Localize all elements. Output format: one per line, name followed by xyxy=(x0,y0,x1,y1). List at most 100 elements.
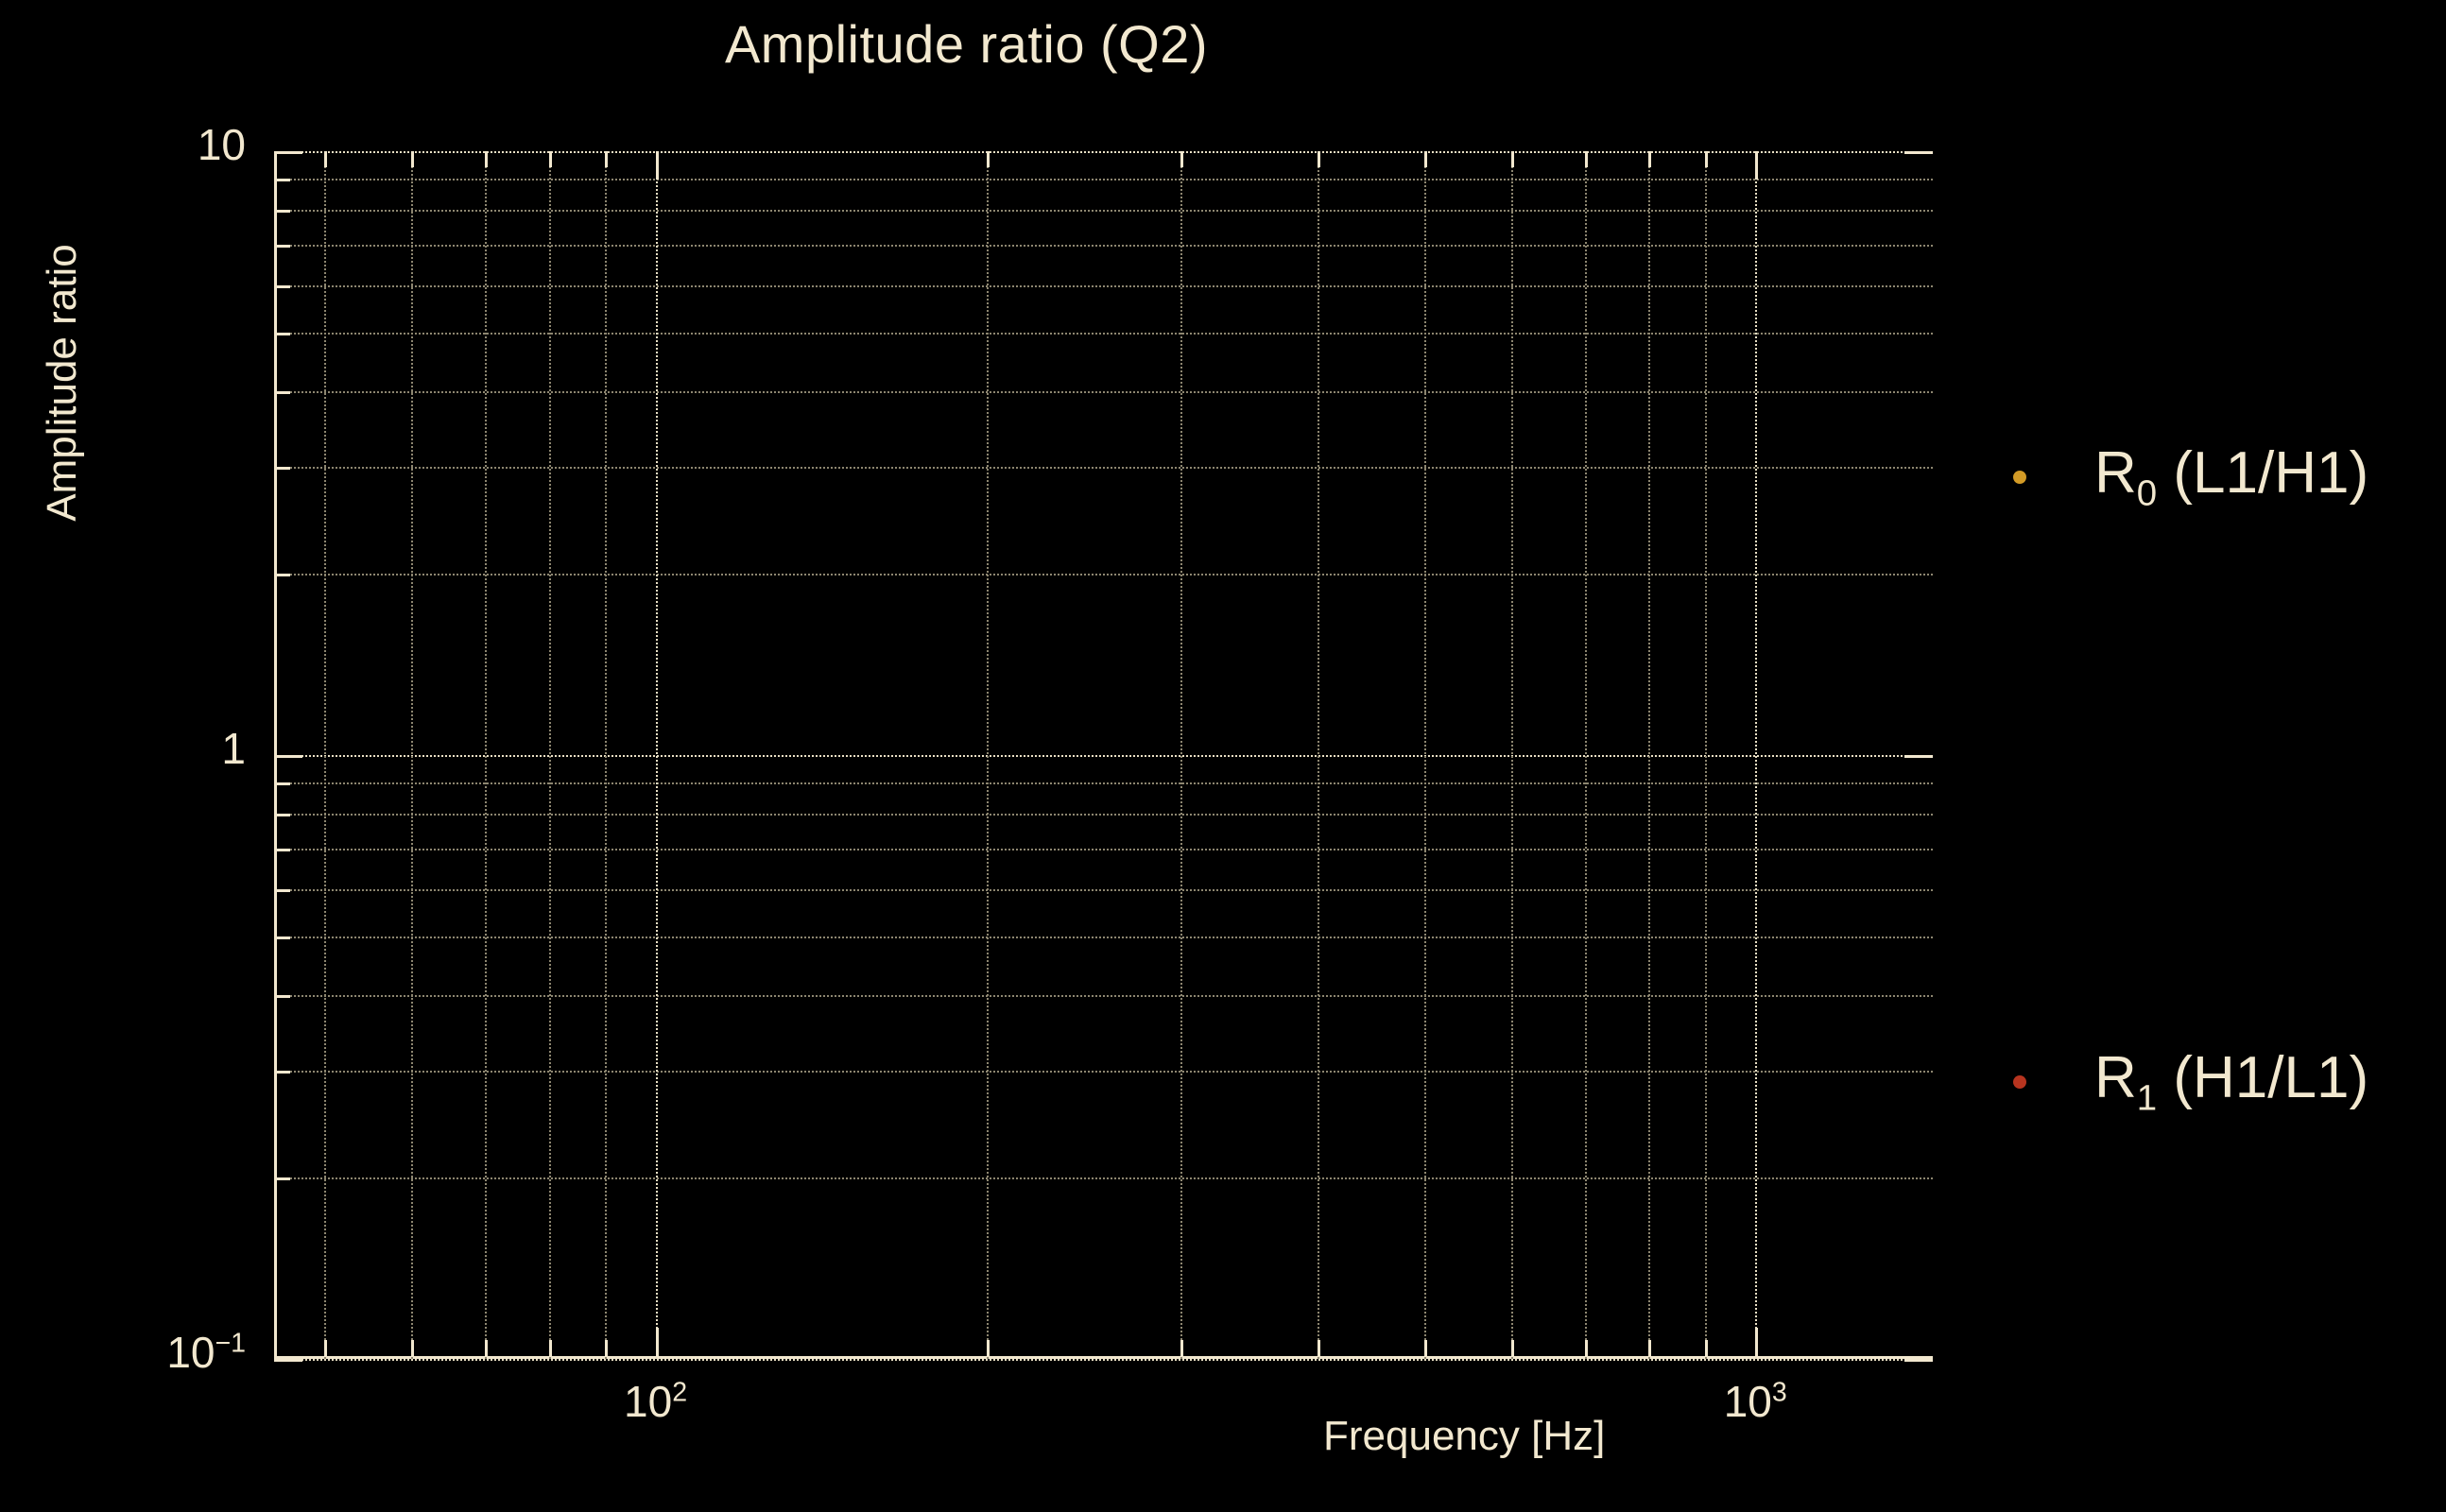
x-tick xyxy=(485,1340,489,1356)
grid-line-v-minor xyxy=(1704,151,1707,1359)
grid-line-v-minor xyxy=(411,151,414,1359)
legend-item-label: R1 (H1/L1) xyxy=(2094,1045,2369,1119)
y-tick xyxy=(274,244,290,248)
legend-item-label: R0 (L1/H1) xyxy=(2094,440,2369,514)
x-tick xyxy=(605,1340,609,1356)
x-tick xyxy=(1648,1340,1652,1356)
x-tick xyxy=(548,1340,552,1356)
grid-line-h-minor xyxy=(274,995,1933,998)
y-tick xyxy=(274,209,290,213)
y-tick xyxy=(274,573,290,576)
x-tick-top xyxy=(411,151,415,167)
y-tick-right xyxy=(1904,755,1933,758)
grid-line-v-minor xyxy=(1318,151,1320,1359)
grid-line-v-major xyxy=(655,151,658,1359)
x-tick-top xyxy=(605,151,609,167)
x-tick-top xyxy=(1511,151,1515,167)
x-tick xyxy=(1755,1328,1759,1356)
y-tick xyxy=(274,813,290,816)
legend-item-r1[interactable]: R1 (H1/L1) xyxy=(2013,1044,2368,1119)
x-tick xyxy=(324,1340,328,1356)
x-axis-title: Frequency [Hz] xyxy=(1323,1413,1606,1459)
grid-line-h-minor xyxy=(274,179,1933,181)
x-tick-top xyxy=(548,151,552,167)
x-tick xyxy=(1584,1340,1588,1356)
grid-line-v-minor xyxy=(548,151,551,1359)
grid-line-h-minor xyxy=(274,888,1933,891)
y-tick xyxy=(274,467,290,471)
grid-line-h-minor xyxy=(274,391,1933,394)
y-tick-right xyxy=(1904,151,1933,154)
grid-line-v-minor xyxy=(1423,151,1426,1359)
grid-line-h-minor xyxy=(274,936,1933,939)
x-tick xyxy=(1423,1340,1427,1356)
y-tick xyxy=(274,936,290,940)
y-tick xyxy=(274,391,290,395)
grid-line-v-minor xyxy=(1180,151,1182,1359)
x-tick xyxy=(986,1340,990,1356)
y-tick xyxy=(274,151,302,154)
grid-line-h-minor xyxy=(274,848,1933,850)
x-axis-line xyxy=(274,1356,1933,1359)
plot-area xyxy=(274,151,1933,1362)
x-tick xyxy=(1180,1340,1183,1356)
x-tick-top xyxy=(1648,151,1652,167)
x-tick xyxy=(1318,1340,1321,1356)
y-tick xyxy=(274,333,290,336)
grid-line-h-minor xyxy=(274,1177,1933,1179)
x-tick-top xyxy=(324,151,328,167)
x-tick xyxy=(1704,1340,1708,1356)
grid-line-h-minor xyxy=(274,333,1933,335)
grid-line-v-minor xyxy=(1648,151,1651,1359)
grid-line-v-minor xyxy=(485,151,488,1359)
y-tick xyxy=(274,284,290,288)
grid-line-h-minor xyxy=(274,813,1933,816)
y-tick-label-0p1: 10−1 xyxy=(166,1328,246,1377)
y-tick-right xyxy=(1904,1359,1933,1362)
y-tick xyxy=(274,848,290,851)
y-tick xyxy=(274,1177,290,1180)
y-tick xyxy=(274,755,302,758)
grid-line-v-major xyxy=(1755,151,1758,1359)
page-title: Amplitude ratio (Q2) xyxy=(724,14,1209,74)
grid-line-h-minor xyxy=(274,244,1933,247)
x-tick-top xyxy=(1318,151,1321,167)
legend-marker-icon xyxy=(2013,1074,2026,1089)
grid-line-v-minor xyxy=(1584,151,1587,1359)
grid-line-v-minor xyxy=(986,151,989,1359)
y-tick-label-1: 1 xyxy=(221,724,246,773)
x-tick-label-100: 102 xyxy=(624,1377,688,1426)
y-tick xyxy=(274,1359,302,1362)
grid-line-h-major xyxy=(274,151,1933,153)
y-tick xyxy=(274,179,290,182)
y-tick xyxy=(274,888,290,892)
grid-line-v-minor xyxy=(1511,151,1514,1359)
x-tick xyxy=(1511,1340,1515,1356)
y-tick xyxy=(274,995,290,999)
x-tick-top xyxy=(1423,151,1427,167)
x-tick xyxy=(411,1340,415,1356)
x-tick-top xyxy=(1755,151,1759,180)
grid-line-h-minor xyxy=(274,573,1933,576)
grid-line-h-minor xyxy=(274,284,1933,287)
x-tick-top xyxy=(655,151,659,180)
grid-line-h-major xyxy=(274,755,1933,757)
y-axis-title: Amplitude ratio xyxy=(39,244,85,522)
y-tick-label-10: 10 xyxy=(197,120,246,169)
legend-item-r0[interactable]: R0 (L1/H1) xyxy=(2013,439,2368,514)
grid-line-h-minor xyxy=(274,782,1933,785)
grid-line-h-major xyxy=(274,1359,1933,1361)
y-tick xyxy=(274,782,290,786)
legend-marker-icon xyxy=(2013,470,2026,484)
x-tick-top xyxy=(485,151,489,167)
grid-line-v-minor xyxy=(605,151,608,1359)
grid-line-v-minor xyxy=(324,151,327,1359)
x-tick-top xyxy=(1180,151,1183,167)
x-tick xyxy=(655,1328,659,1356)
grid-line-h-minor xyxy=(274,467,1933,470)
grid-line-h-minor xyxy=(274,1071,1933,1074)
x-tick-label-1000: 103 xyxy=(1723,1377,1787,1426)
y-tick xyxy=(274,1071,290,1074)
x-tick-top xyxy=(1704,151,1708,167)
